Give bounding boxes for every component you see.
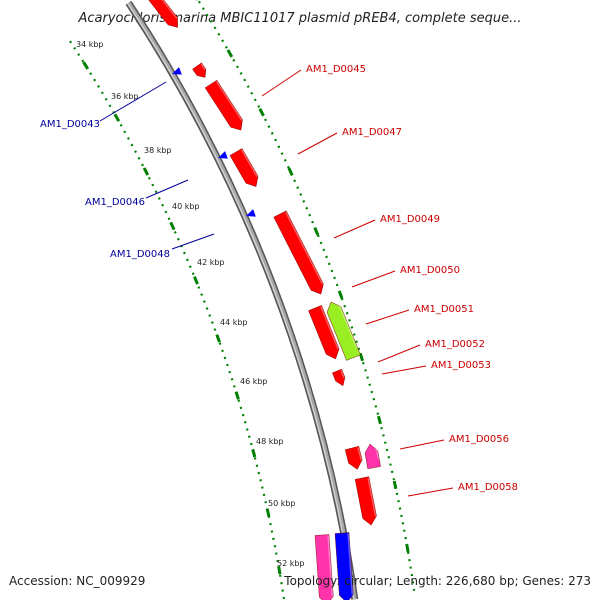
gene-d0059 bbox=[334, 532, 354, 600]
gene-layer bbox=[144, 0, 381, 600]
tick-mark bbox=[377, 415, 382, 425]
tick-label-42kbp: 42 kbp bbox=[197, 258, 225, 267]
leader-line bbox=[365, 309, 410, 325]
backbone-outline bbox=[125, 0, 359, 600]
leader-line bbox=[351, 270, 396, 288]
reverse-gene-marker bbox=[218, 151, 228, 159]
leader-line bbox=[171, 233, 215, 250]
gene-label-am1_d0053: AM1_D0053 bbox=[431, 360, 491, 371]
gene-d0047 bbox=[229, 148, 259, 187]
leader-line bbox=[145, 179, 189, 199]
gene-label-am1_d0045: AM1_D0045 bbox=[306, 64, 366, 75]
tick-mark bbox=[258, 108, 265, 117]
gene-label-am1_d0058: AM1_D0058 bbox=[458, 482, 518, 493]
reverse-gene-marker bbox=[246, 209, 256, 217]
tick-mark bbox=[142, 167, 150, 176]
gene-label-am1_d0050: AM1_D0050 bbox=[400, 265, 460, 276]
backbone-highlight bbox=[127, 3, 355, 600]
tick-label-46kbp: 46 kbp bbox=[240, 377, 268, 386]
gene-label-am1_d0051: AM1_D0051 bbox=[414, 304, 474, 315]
tick-mark bbox=[358, 352, 365, 362]
leader-line bbox=[99, 81, 167, 122]
gene-d0052 bbox=[364, 443, 381, 469]
leader-line bbox=[333, 219, 376, 239]
outer-tick-ring bbox=[196, 0, 416, 591]
backbone-layer bbox=[125, 0, 359, 600]
gene-d0049 bbox=[273, 210, 324, 295]
tick-mark bbox=[405, 543, 410, 553]
tick-mark bbox=[251, 448, 257, 458]
gene-d0044 bbox=[144, 0, 178, 28]
tick-mark bbox=[265, 508, 271, 517]
tick-layer: 34 kbp 36 kbp 38 kbp 40 kbp 42 kbp 44 kbp 46 k… bbox=[69, 0, 416, 600]
reverse-gene-marker bbox=[172, 67, 182, 75]
gene-d0050 bbox=[326, 300, 361, 361]
tick-mark bbox=[277, 566, 282, 575]
gene-label-am1_d0049: AM1_D0049 bbox=[380, 214, 440, 225]
tick-label-48kbp: 48 kbp bbox=[256, 437, 284, 446]
accession-label: Accession: NC_009929 bbox=[9, 574, 146, 588]
leader-line bbox=[261, 69, 302, 97]
leader-line bbox=[377, 344, 421, 363]
tick-mark bbox=[113, 113, 121, 122]
gene-label-am1_d0056: AM1_D0056 bbox=[449, 434, 509, 445]
leader-line bbox=[407, 487, 454, 497]
tick-mark bbox=[169, 221, 176, 231]
tick-mark bbox=[313, 226, 320, 236]
tick-mark bbox=[287, 167, 294, 177]
tick-mark bbox=[234, 391, 240, 400]
backbone bbox=[126, 1, 357, 600]
tick-mark bbox=[193, 276, 199, 285]
tick-label-34kbp: 34 kbp bbox=[76, 40, 104, 49]
tick-label-38kbp: 38 kbp bbox=[144, 146, 172, 155]
gene-d0045b bbox=[204, 79, 243, 131]
gene-label-am1_d0043: AM1_D0043 bbox=[40, 119, 100, 130]
gene-d0045 bbox=[192, 62, 207, 78]
topology-summary: Topology: circular; Length: 226,680 bp; … bbox=[284, 574, 591, 588]
gene-label-am1_d0047: AM1_D0047 bbox=[342, 127, 402, 138]
tick-label-36kbp: 36 kbp bbox=[111, 92, 139, 101]
leader-line bbox=[381, 365, 427, 375]
map-title: Acaryochloris marina MBIC11017 plasmid p… bbox=[78, 11, 522, 26]
gene-d0056 bbox=[344, 446, 363, 470]
leader-line bbox=[297, 132, 338, 155]
tick-mark bbox=[226, 49, 234, 58]
leader-line bbox=[399, 439, 445, 450]
tick-mark bbox=[82, 61, 90, 70]
gene-d0051b bbox=[332, 368, 346, 387]
inner-tick-ring bbox=[69, 40, 286, 600]
gene-label-am1_d0052: AM1_D0052 bbox=[425, 339, 485, 350]
tick-label-44kbp: 44 kbp bbox=[220, 318, 248, 327]
gene-label-am1_d0048: AM1_D0048 bbox=[110, 249, 170, 260]
tick-label-40kbp: 40 kbp bbox=[172, 202, 200, 211]
tick-label-50kbp: 50 kbp bbox=[268, 499, 296, 508]
label-layer: AM1_D0045 AM1_D0047 AM1_D0049 AM1_D0050 AM1_… bbox=[40, 64, 518, 497]
gene-d0058 bbox=[354, 476, 377, 526]
tick-mark bbox=[392, 480, 398, 490]
tick-mark bbox=[215, 334, 221, 343]
tick-label-52kbp: 52 kbp bbox=[277, 559, 305, 568]
tick-mark bbox=[337, 290, 344, 299]
gene-d0057 bbox=[314, 534, 334, 600]
gene-d0051 bbox=[308, 305, 340, 360]
gene-label-am1_d0046: AM1_D0046 bbox=[85, 197, 145, 208]
